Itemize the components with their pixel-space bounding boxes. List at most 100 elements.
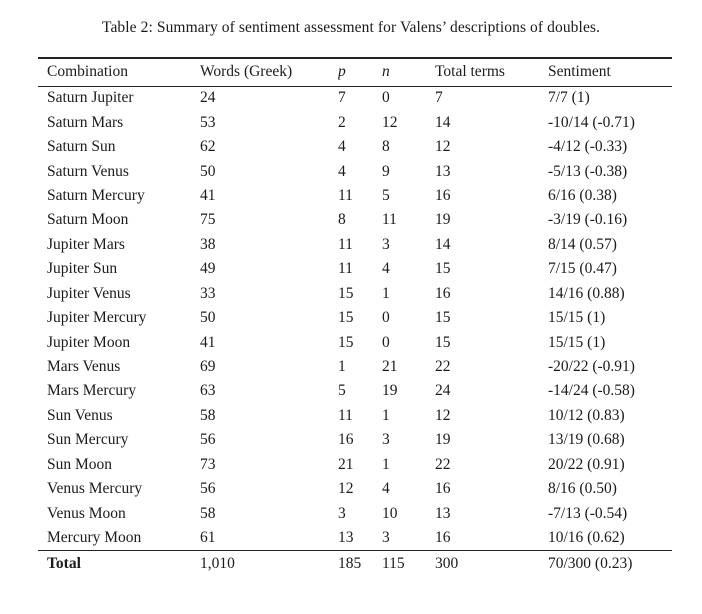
cell-total-terms: 7 [435,89,443,107]
cell-words: 41 [200,186,216,204]
cell-n: 1 [382,406,390,424]
cell-p: 12 [338,480,354,498]
cell-sentiment: 8/14 (0.57) [548,235,617,253]
cell-combination: Sun Mercury [47,431,129,449]
cell-p: 4 [338,162,346,180]
cell-combination: Venus Mercury [47,480,143,498]
cell-p: 21 [338,455,354,473]
cell-total-terms: 13 [435,162,451,180]
cell-total-sentiment: 70/300 (0.23) [548,555,633,573]
cell-p: 15 [338,284,354,302]
cell-words: 24 [200,89,216,107]
cell-words: 62 [200,138,216,156]
cell-n: 3 [382,235,390,253]
cell-n: 4 [382,260,390,278]
cell-words: 49 [200,260,216,278]
table-row: Sun Mercury 56 16 3 19 13/19 (0.68) [38,428,672,452]
cell-sentiment: 15/15 (1) [548,333,606,351]
cell-n: 4 [382,480,390,498]
cell-n: 0 [382,309,390,327]
cell-words: 58 [200,504,216,522]
table-row: Saturn Venus 50 4 9 13 -5/13 (-0.38) [38,159,672,183]
cell-words: 41 [200,333,216,351]
cell-sentiment: -3/19 (-0.16) [548,211,628,229]
cell-combination: Saturn Sun [47,138,116,156]
cell-words: 53 [200,113,216,131]
cell-words: 50 [200,162,216,180]
table-row: Sun Venus 58 11 1 12 10/12 (0.83) [38,404,672,428]
table-row: Mercury Moon 61 13 3 16 10/16 (0.62) [38,526,672,550]
cell-sentiment: 7/15 (0.47) [548,260,617,278]
cell-n: 21 [382,358,398,376]
cell-p: 11 [338,186,353,204]
cell-n: 10 [382,504,398,522]
cell-n: 0 [382,89,390,107]
cell-total-terms: 12 [435,138,451,156]
table-row: Saturn Jupiter 24 7 0 7 7/7 (1) [38,86,672,110]
cell-combination: Jupiter Sun [47,260,118,278]
table-footer: Total 1,010 185 115 300 70/300 (0.23) [38,550,672,577]
cell-p: 4 [338,138,346,156]
header-n: n [382,63,390,81]
table-row: Jupiter Sun 49 11 4 15 7/15 (0.47) [38,257,672,281]
cell-total-terms: 24 [435,382,451,400]
cell-p: 1 [338,358,346,376]
cell-words: 38 [200,235,216,253]
cell-sentiment: -14/24 (-0.58) [548,382,635,400]
cell-p: 11 [338,260,353,278]
cell-sentiment: 10/12 (0.83) [548,406,625,424]
cell-sentiment: 13/19 (0.68) [548,431,625,449]
table-row: Venus Moon 58 3 10 13 -7/13 (-0.54) [38,501,672,525]
table-row: Saturn Sun 62 4 8 12 -4/12 (-0.33) [38,135,672,159]
table-row: Mars Mercury 63 5 19 24 -14/24 (-0.58) [38,379,672,403]
cell-words: 56 [200,431,216,449]
cell-words: 61 [200,528,216,546]
table-body: Saturn Jupiter 24 7 0 7 7/7 (1) Saturn Mars 53 2… [38,86,672,550]
table-row: Jupiter Moon 41 15 0 15 15/15 (1) [38,330,672,354]
cell-n: 12 [382,113,398,131]
cell-p: 16 [338,431,354,449]
table-row: Mars Venus 69 1 21 22 -20/22 (-0.91) [38,355,672,379]
table-row: Jupiter Mercury 50 15 0 15 15/15 (1) [38,306,672,330]
cell-p: 15 [338,309,354,327]
cell-p: 11 [338,406,353,424]
cell-p: 7 [338,89,346,107]
cell-total-terms: 15 [435,309,451,327]
cell-n: 8 [382,138,390,156]
cell-sentiment: 7/7 (1) [548,89,590,107]
cell-combination: Saturn Mercury [47,186,145,204]
cell-p: 15 [338,333,354,351]
cell-total-label: Total [47,555,81,573]
cell-total-terms: 16 [435,480,451,498]
cell-combination: Sun Venus [47,406,113,424]
table-row: Saturn Mercury 41 11 5 16 6/16 (0.38) [38,184,672,208]
cell-sentiment: 6/16 (0.38) [548,186,617,204]
sentiment-summary-table: Combination Words (Greek) p n Total term… [38,57,672,577]
cell-n: 3 [382,528,390,546]
table-caption: Table 2: Summary of sentiment assessment… [101,19,601,36]
cell-n: 9 [382,162,390,180]
cell-words: 63 [200,382,216,400]
cell-sentiment: 8/16 (0.50) [548,480,617,498]
cell-sentiment: -5/13 (-0.38) [548,162,628,180]
table-header: Combination Words (Greek) p n Total term… [38,58,672,86]
cell-sentiment: 10/16 (0.62) [548,528,625,546]
cell-total-terms: 12 [435,406,451,424]
cell-total-words: 1,010 [200,555,235,573]
cell-sentiment: -4/12 (-0.33) [548,138,628,156]
cell-combination: Jupiter Moon [47,333,131,351]
cell-total-terms: 19 [435,431,451,449]
cell-p: 13 [338,528,354,546]
cell-sentiment: 14/16 (0.88) [548,284,625,302]
cell-combination: Jupiter Venus [47,284,131,302]
cell-combination: Saturn Jupiter [47,89,134,107]
cell-p: 11 [338,235,353,253]
cell-p: 8 [338,211,346,229]
cell-total-terms: 15 [435,260,451,278]
header-words-greek: Words (Greek) [200,63,293,81]
cell-n: 1 [382,284,390,302]
cell-p: 3 [338,504,346,522]
table-row: Jupiter Mars 38 11 3 14 8/14 (0.57) [38,233,672,257]
cell-sentiment: -10/14 (-0.71) [548,113,635,131]
cell-total-terms: 15 [435,333,451,351]
